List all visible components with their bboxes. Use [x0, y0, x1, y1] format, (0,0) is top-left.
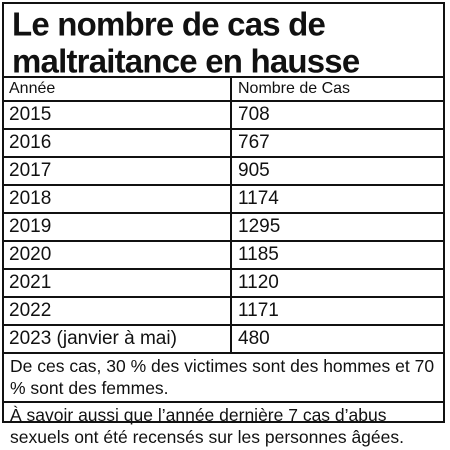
title-line-1: Le nombre de cas de — [12, 5, 326, 43]
year-cell: 2020 — [4, 242, 232, 268]
case-count-cell: 708 — [238, 104, 270, 125]
table-row: 2018 1174 — [4, 186, 443, 214]
year-cell: 2015 — [4, 102, 232, 128]
year-cell: 2021 — [4, 270, 232, 296]
year-cell: 2023 (janvier à mai) — [4, 326, 232, 352]
case-count-cell: 767 — [238, 132, 270, 153]
infographic-box: Le nombre de cas de maltraitance en haus… — [2, 2, 445, 447]
table-header-row: Année Nombre de Cas — [4, 78, 443, 102]
year-cell: 2022 — [4, 298, 232, 324]
case-count-cell: 1120 — [238, 272, 279, 293]
table-body: 2015 708 2016 767 2017 905 2018 1174 2019 1295 202… — [4, 102, 443, 354]
title-line-2: maltraitance en hausse — [12, 41, 360, 80]
cases-table: Année Nombre de Cas 2015 708 2016 767 2017 90… — [4, 76, 443, 450]
year-cell: 2019 — [4, 214, 232, 240]
table-row: 2023 (janvier à mai) 480 — [4, 326, 443, 354]
table-row: 2015 708 — [4, 102, 443, 130]
case-count-cell: 1171 — [238, 300, 279, 321]
table-row: 2022 1171 — [4, 298, 443, 326]
table-row: 2020 1185 — [4, 242, 443, 270]
table-row: 2019 1295 — [4, 214, 443, 242]
year-cell: 2017 — [4, 158, 232, 184]
infographic-title: Le nombre de cas de maltraitance en haus… — [4, 4, 443, 80]
year-cell: 2018 — [4, 186, 232, 212]
note-gender: De ces cas, 30 % des victimes sont des h… — [4, 354, 443, 403]
header-year: Année — [4, 78, 232, 100]
table-row: 2017 905 — [4, 158, 443, 186]
case-count-cell: 1185 — [238, 244, 279, 265]
table-row: 2016 767 — [4, 130, 443, 158]
header-count: Nombre de Cas — [238, 80, 351, 97]
year-cell: 2016 — [4, 130, 232, 156]
case-count-cell: 1174 — [238, 188, 279, 209]
case-count-cell: 1295 — [238, 216, 281, 237]
case-count-cell: 905 — [238, 160, 270, 181]
case-count-cell: 480 — [238, 328, 270, 349]
table-row: 2021 1120 — [4, 270, 443, 298]
